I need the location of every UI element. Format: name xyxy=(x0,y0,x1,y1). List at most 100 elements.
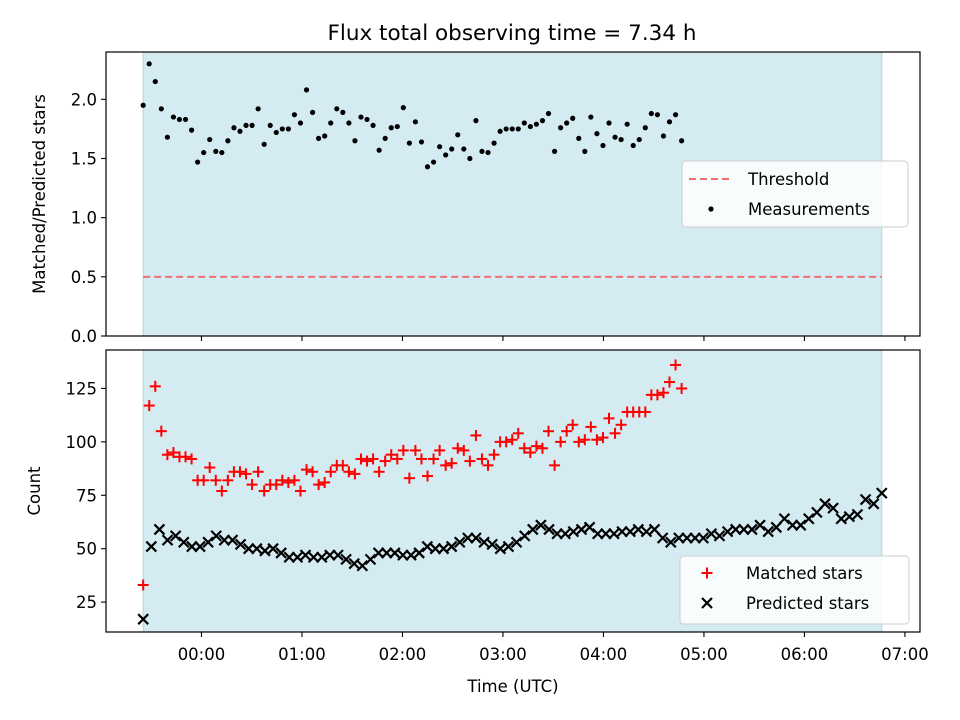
bottom-axes-frame xyxy=(105,349,921,633)
measurement-point xyxy=(654,112,661,118)
matched-star-point xyxy=(536,442,548,454)
measurement-point xyxy=(261,141,267,147)
matched-star-point xyxy=(561,425,573,437)
matched-star-point xyxy=(180,451,192,463)
measurement-point xyxy=(334,106,340,112)
measurement-point xyxy=(370,122,376,128)
measurement-point xyxy=(309,109,316,115)
matched-star-point xyxy=(137,579,149,591)
predicted-star-point xyxy=(405,549,417,561)
matched-star-point xyxy=(246,479,258,491)
matched-star-point xyxy=(282,476,294,488)
matched-star-point xyxy=(512,427,524,439)
x-tick-label: 06:00 xyxy=(781,645,829,664)
measurement-point xyxy=(660,133,667,139)
predicted-star-point xyxy=(624,525,636,538)
predicted-star-point xyxy=(656,532,669,544)
predicted-star-point xyxy=(348,557,360,570)
matched-star-point xyxy=(506,434,518,446)
matched-star-point xyxy=(379,455,391,467)
measurement-point xyxy=(158,106,164,112)
predicted-star-point xyxy=(478,536,490,549)
matched-star-point xyxy=(603,412,615,424)
bottom-legend: Matched stars Predicted stars xyxy=(679,555,910,625)
predicted-star-point xyxy=(267,542,279,555)
measurement-point xyxy=(164,134,170,140)
predicted-star-point xyxy=(559,527,572,540)
measurement-point xyxy=(612,134,618,140)
matched-star-point xyxy=(615,419,627,431)
measurement-point xyxy=(570,115,576,121)
matched-star-point xyxy=(428,453,440,465)
predicted-star-point xyxy=(754,519,766,531)
measurement-point xyxy=(449,146,455,152)
predicted-star-point xyxy=(851,508,864,521)
predicted-star-point xyxy=(291,551,304,564)
bottom-y-tick-label: 100 xyxy=(66,433,98,452)
legend-matched-swatch xyxy=(701,567,713,579)
measurement-point xyxy=(406,140,412,146)
measurement-point xyxy=(279,126,285,132)
predicted-star-point xyxy=(794,519,807,531)
measurement-point xyxy=(243,122,249,128)
matched-star-point xyxy=(591,434,603,446)
matched-star-point xyxy=(234,466,246,478)
predicted-star-point xyxy=(453,536,466,549)
x-tick-label: 04:00 xyxy=(580,645,628,664)
measurement-point xyxy=(437,144,443,150)
measurement-point xyxy=(146,61,152,67)
matched-star-point xyxy=(143,400,155,412)
predicted-star-point xyxy=(510,536,523,549)
matched-star-point xyxy=(391,453,403,465)
measurement-point xyxy=(219,149,225,156)
matched-star-point xyxy=(210,474,222,486)
measurement-point xyxy=(340,109,346,115)
legend-measurements-swatch xyxy=(708,206,714,212)
matched-star-point xyxy=(585,421,597,433)
measurement-point xyxy=(648,110,654,117)
measurement-point xyxy=(600,142,606,149)
matched-star-point xyxy=(549,459,561,471)
matched-star-point xyxy=(216,485,228,497)
matched-star-point xyxy=(403,472,415,484)
predicted-star-point xyxy=(315,551,328,564)
matched-star-point xyxy=(609,427,621,439)
measurement-point xyxy=(328,120,334,126)
measurement-point xyxy=(201,149,207,156)
matched-star-point xyxy=(476,453,488,465)
measurement-point xyxy=(358,114,364,120)
predicted-star-point xyxy=(543,523,555,536)
matched-star-point xyxy=(651,389,663,401)
predicted-star-point xyxy=(575,523,588,536)
matched-star-point xyxy=(670,359,682,371)
top-y-axis-label: Matched/Predicted stars xyxy=(30,94,49,294)
measurement-point xyxy=(322,133,328,139)
matched-star-point xyxy=(464,455,476,467)
predicted-star-point xyxy=(827,502,839,514)
measurement-point xyxy=(412,119,419,125)
predicted-star-point xyxy=(137,613,149,625)
measurement-point xyxy=(231,125,237,131)
predicted-star-point xyxy=(859,493,872,506)
matched-star-point xyxy=(270,479,282,491)
measurement-point xyxy=(170,114,177,120)
bottom-y-tick-label: 75 xyxy=(76,486,97,505)
matched-star-point xyxy=(567,419,579,431)
measurement-point xyxy=(479,148,485,154)
measurement-point xyxy=(558,125,564,131)
measurement-point xyxy=(195,159,201,165)
predicted-star-point xyxy=(721,525,734,538)
predicted-star-point xyxy=(518,530,531,542)
predicted-star-point xyxy=(389,547,401,559)
predicted-star-point xyxy=(234,538,247,551)
predicted-star-point xyxy=(275,547,287,559)
matched-star-point xyxy=(361,455,373,467)
measurement-point xyxy=(594,131,600,137)
matched-star-point xyxy=(440,459,452,471)
predicted-star-point xyxy=(177,536,190,549)
matched-star-point xyxy=(397,444,409,456)
matched-star-point xyxy=(543,425,555,437)
measurement-point xyxy=(545,110,552,117)
predicted-star-point xyxy=(867,498,880,510)
predicted-star-point xyxy=(413,547,425,559)
